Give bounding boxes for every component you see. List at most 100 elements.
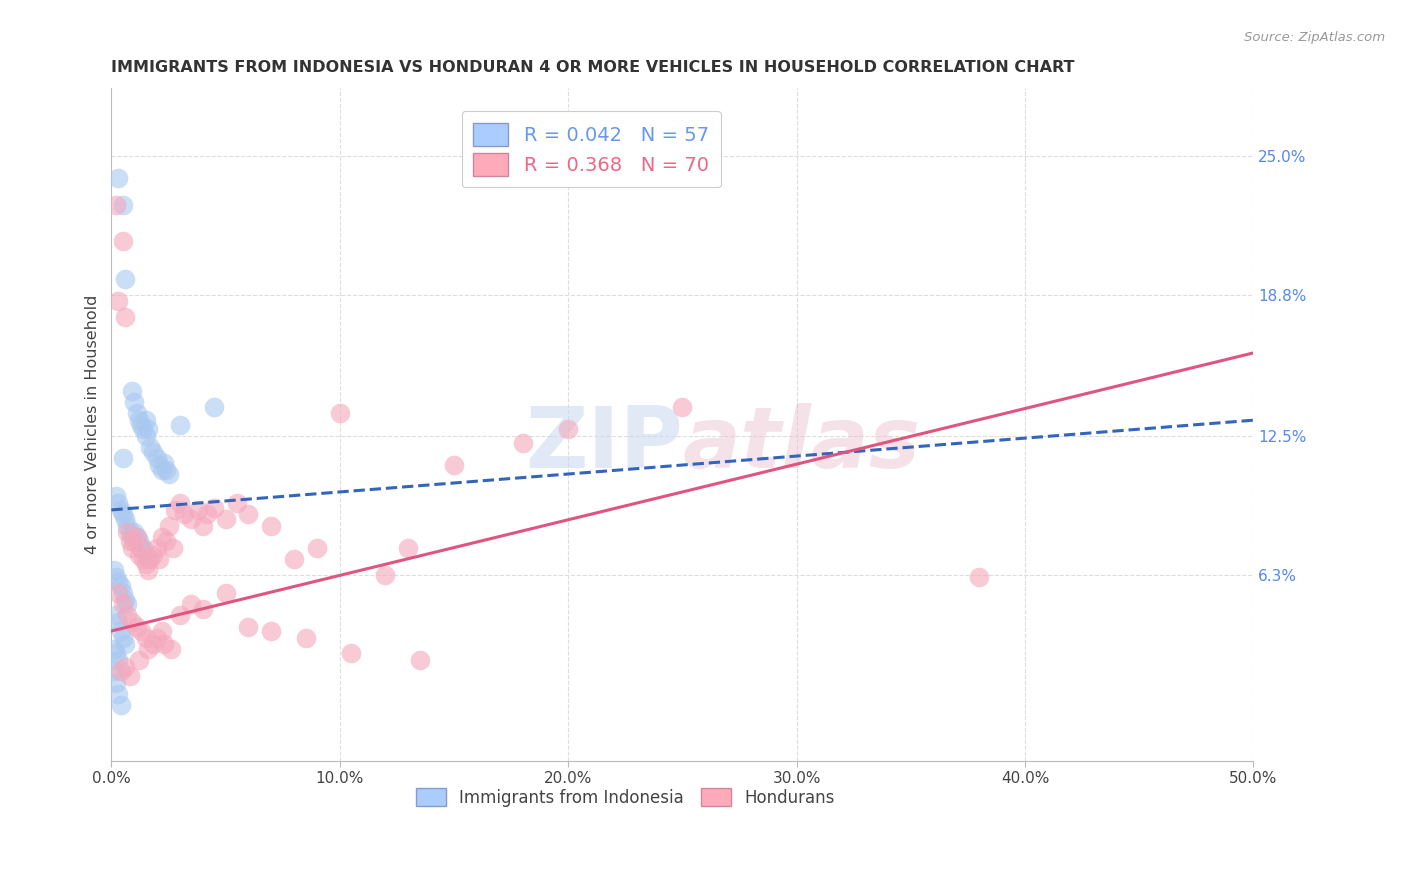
Point — [107, 615, 129, 629]
Point — [135, 631, 157, 645]
Point — [135, 557, 157, 571]
Point — [122, 534, 145, 549]
Point — [180, 512, 202, 526]
Point — [153, 637, 176, 651]
Point — [117, 597, 139, 611]
Point — [121, 615, 143, 629]
Point — [136, 564, 159, 578]
Point — [118, 534, 141, 549]
Point — [162, 541, 184, 555]
Point — [132, 422, 155, 436]
Point — [110, 624, 132, 638]
Point — [238, 508, 260, 522]
Point — [173, 508, 195, 522]
Point — [150, 462, 173, 476]
Point — [111, 198, 134, 212]
Y-axis label: 4 or more Vehicles in Household: 4 or more Vehicles in Household — [86, 295, 100, 554]
Point — [111, 508, 134, 522]
Point — [107, 586, 129, 600]
Point — [283, 552, 305, 566]
Point — [128, 534, 150, 549]
Point — [107, 574, 129, 589]
Point — [110, 503, 132, 517]
Text: ZIP: ZIP — [524, 403, 682, 486]
Point — [125, 407, 148, 421]
Point — [114, 660, 136, 674]
Point — [110, 579, 132, 593]
Point — [110, 698, 132, 712]
Point — [195, 508, 218, 522]
Point — [165, 503, 187, 517]
Point — [155, 534, 177, 549]
Point — [136, 422, 159, 436]
Point — [135, 548, 157, 562]
Point — [136, 642, 159, 657]
Point — [969, 570, 991, 584]
Point — [202, 400, 225, 414]
Point — [121, 384, 143, 398]
Point — [104, 198, 127, 212]
Point — [169, 417, 191, 432]
Point — [146, 451, 169, 466]
Point — [305, 541, 328, 555]
Point — [128, 653, 150, 667]
Point — [139, 440, 162, 454]
Point — [443, 458, 465, 472]
Point — [238, 619, 260, 633]
Point — [671, 400, 693, 414]
Point — [129, 541, 152, 555]
Point — [111, 586, 134, 600]
Point — [114, 310, 136, 324]
Point — [114, 512, 136, 526]
Point — [128, 413, 150, 427]
Point — [107, 294, 129, 309]
Point — [118, 525, 141, 540]
Point — [155, 462, 177, 476]
Point — [104, 570, 127, 584]
Point — [169, 496, 191, 510]
Point — [125, 530, 148, 544]
Point — [122, 525, 145, 540]
Point — [117, 608, 139, 623]
Point — [146, 541, 169, 555]
Point — [110, 665, 132, 679]
Point — [180, 597, 202, 611]
Point — [340, 647, 363, 661]
Point — [125, 619, 148, 633]
Text: atlas: atlas — [682, 403, 921, 486]
Point — [148, 552, 170, 566]
Point — [107, 687, 129, 701]
Point — [135, 413, 157, 427]
Point — [121, 530, 143, 544]
Point — [260, 624, 283, 638]
Point — [214, 586, 236, 600]
Point — [104, 490, 127, 504]
Point — [141, 637, 163, 651]
Point — [329, 407, 352, 421]
Point — [107, 496, 129, 510]
Point — [139, 552, 162, 566]
Point — [111, 631, 134, 645]
Point — [114, 272, 136, 286]
Point — [103, 564, 125, 578]
Point — [141, 444, 163, 458]
Point — [202, 500, 225, 515]
Point — [169, 608, 191, 623]
Point — [122, 395, 145, 409]
Point — [111, 451, 134, 466]
Point — [118, 669, 141, 683]
Point — [128, 548, 150, 562]
Point — [141, 548, 163, 562]
Text: Source: ZipAtlas.com: Source: ZipAtlas.com — [1244, 31, 1385, 45]
Point — [117, 525, 139, 540]
Point — [111, 234, 134, 248]
Point — [187, 503, 209, 517]
Text: IMMIGRANTS FROM INDONESIA VS HONDURAN 4 OR MORE VEHICLES IN HOUSEHOLD CORRELATIO: IMMIGRANTS FROM INDONESIA VS HONDURAN 4 … — [111, 60, 1076, 75]
Point — [129, 417, 152, 432]
Point — [150, 624, 173, 638]
Point — [107, 171, 129, 186]
Point — [117, 518, 139, 533]
Point — [104, 608, 127, 623]
Point — [409, 653, 432, 667]
Point — [191, 518, 214, 533]
